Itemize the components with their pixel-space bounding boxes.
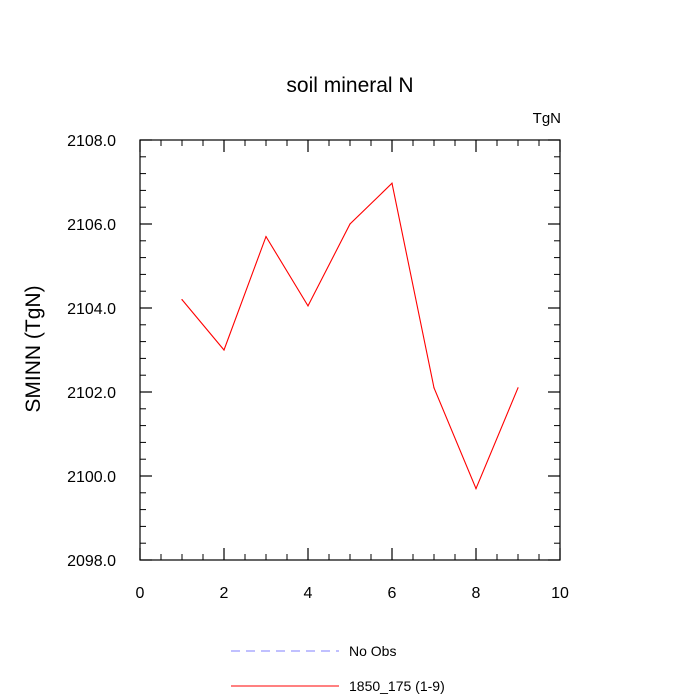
y-tick-label: 2098.0 [67, 553, 116, 570]
series-layer [181, 182, 519, 491]
series-point [391, 182, 393, 184]
series-point [307, 305, 309, 307]
series-line [181, 182, 519, 491]
y-axis-label: SMINN (TgN) [22, 285, 45, 412]
series-point [265, 236, 267, 238]
x-tick-label: 10 [551, 585, 569, 602]
series-point [433, 387, 435, 389]
y-tick-label: 2100.0 [67, 469, 116, 486]
plot-frame [139, 139, 561, 561]
legend: No Obs 1850_175 (1-9) [231, 643, 445, 694]
series-point [517, 387, 519, 389]
x-tick-label: 2 [220, 585, 229, 602]
x-tick-label: 0 [136, 585, 145, 602]
series-point [475, 488, 477, 490]
series-point [181, 299, 183, 301]
x-tick-label: 6 [388, 585, 397, 602]
y-tick-label: 2106.0 [67, 217, 116, 234]
legend-label: No Obs [349, 643, 396, 659]
units-label: TgN [533, 110, 561, 127]
x-tick-label: 4 [304, 585, 313, 602]
chart-title: soil mineral N [286, 74, 413, 97]
tick-labels-layer: 0 2 4 6 8 10 2098.0 2100.0 2102.0 2104.0 2106.0 210… [67, 133, 569, 602]
ticks-layer [139, 139, 561, 561]
series-point [223, 349, 225, 351]
series-point [349, 223, 351, 225]
x-tick-label: 8 [472, 585, 481, 602]
y-tick-label: 2102.0 [67, 385, 116, 402]
y-tick-label: 2108.0 [67, 133, 116, 150]
legend-label: 1850_175 (1-9) [349, 678, 445, 694]
y-tick-label: 2104.0 [67, 301, 116, 318]
